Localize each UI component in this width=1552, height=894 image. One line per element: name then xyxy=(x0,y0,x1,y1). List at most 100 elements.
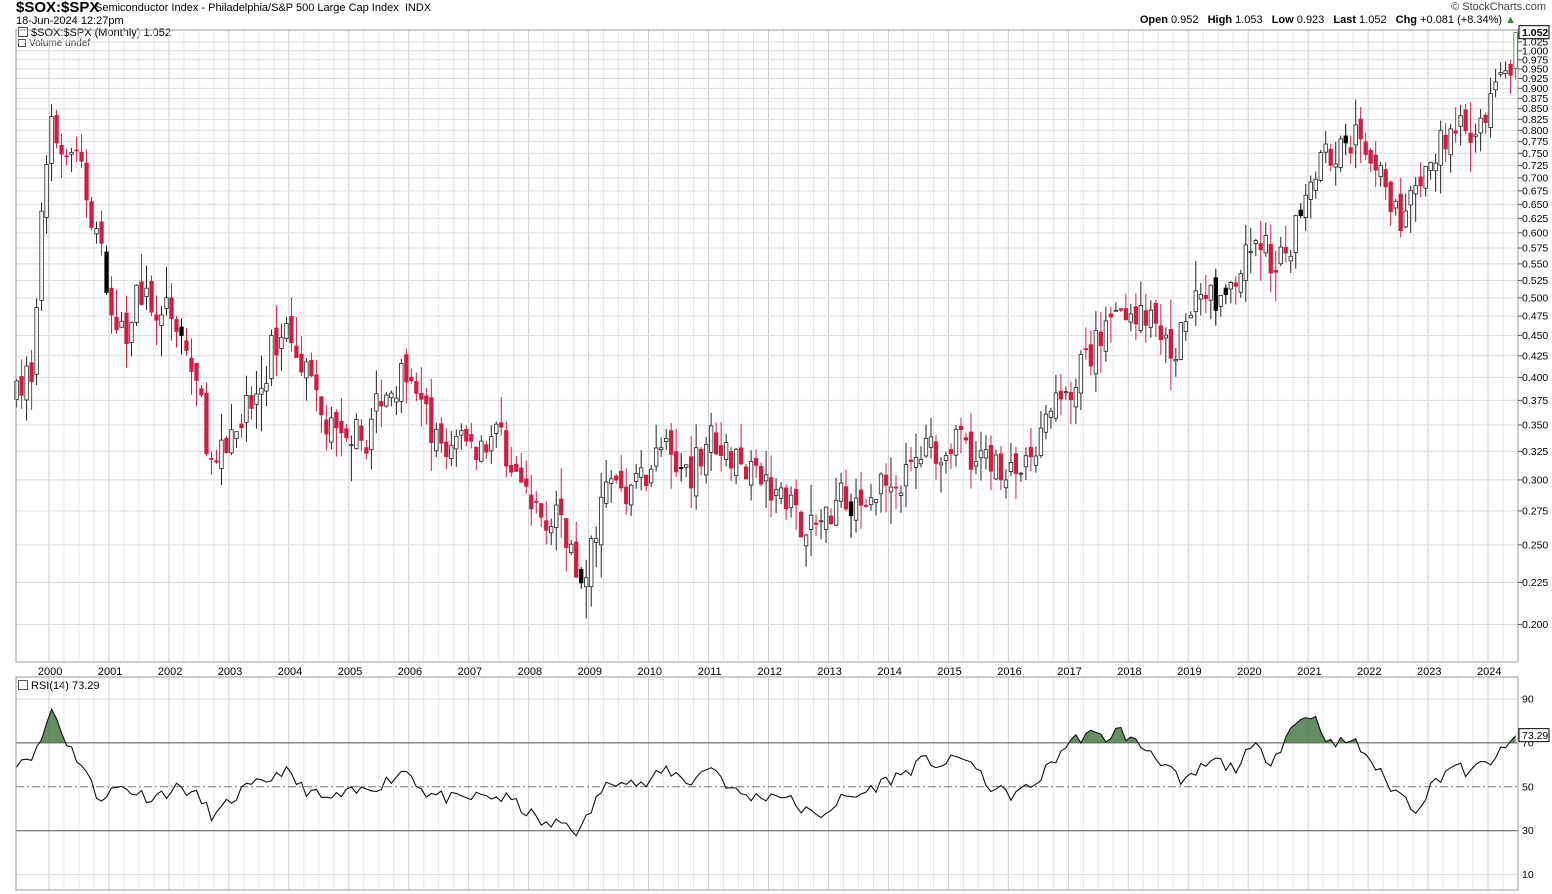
candle-body xyxy=(364,447,369,454)
candle-body xyxy=(414,381,419,394)
candle-body xyxy=(988,445,994,472)
candle-body xyxy=(843,486,849,510)
candle-body xyxy=(664,437,669,442)
candle-body xyxy=(544,520,549,531)
price-y-tick-label: 0.900 xyxy=(1522,83,1548,95)
candle-body xyxy=(758,465,764,485)
price-panel-frame xyxy=(15,29,1519,663)
candle-body xyxy=(768,477,774,501)
candle-body xyxy=(808,514,814,530)
x-axis-label: 2010 xyxy=(638,666,662,678)
rsi-overbought-area xyxy=(1080,727,1139,743)
candle-body xyxy=(1493,81,1498,91)
candle-body xyxy=(763,474,769,482)
price-y-tick-label: 0.875 xyxy=(1522,93,1548,105)
candle-body xyxy=(1298,209,1303,216)
candle-body xyxy=(1153,302,1158,324)
candle-body xyxy=(289,316,294,344)
candle-body xyxy=(279,336,284,349)
candle-body xyxy=(1388,181,1393,212)
high-value: 1.053 xyxy=(1235,14,1263,26)
price-y-tick-label: 0.650 xyxy=(1522,199,1548,211)
candle-body xyxy=(519,467,524,483)
candle-body xyxy=(34,307,39,375)
candle-body xyxy=(1468,132,1473,143)
candle-body xyxy=(689,456,694,489)
candle-body xyxy=(1038,427,1044,456)
candle-body xyxy=(978,450,984,459)
candle-body xyxy=(798,511,804,538)
candle-body xyxy=(1378,165,1383,178)
rsi-overbought-area xyxy=(1069,734,1081,743)
candle-body xyxy=(149,281,154,313)
x-axis-label: 2004 xyxy=(278,666,302,678)
last-price-marker xyxy=(1518,25,1550,40)
price-y-tick-label: 0.525 xyxy=(1522,275,1548,287)
candle-body xyxy=(24,365,29,401)
candle-body xyxy=(1018,472,1024,475)
candle-body xyxy=(1193,290,1198,313)
candle-body xyxy=(489,436,494,452)
candle-body xyxy=(1228,282,1233,290)
candle-body xyxy=(424,395,429,405)
chart-description-text: Semiconductor Index - Philadelphia/S&P 5… xyxy=(95,2,399,14)
candle-body xyxy=(659,447,664,451)
rsi-line xyxy=(16,707,1517,837)
candle-body xyxy=(434,428,439,452)
candle-body xyxy=(873,499,879,503)
open-label: Open xyxy=(1139,14,1168,26)
candle-body xyxy=(359,425,364,441)
candle-body xyxy=(1438,129,1443,166)
candle-body xyxy=(1243,244,1248,282)
candle-body xyxy=(938,462,944,466)
candle-body xyxy=(898,492,904,496)
candle-body xyxy=(679,467,684,469)
candle-body xyxy=(728,451,734,469)
price-y-tick-label: 0.600 xyxy=(1522,227,1548,239)
candle-body xyxy=(783,487,789,510)
candle-body xyxy=(1513,32,1518,69)
candle-body xyxy=(1403,210,1408,228)
candle-body xyxy=(249,395,254,409)
candle-body xyxy=(1343,135,1348,144)
candle-body xyxy=(84,162,89,201)
candle-body xyxy=(1163,334,1168,339)
candle-body xyxy=(164,297,169,309)
candle-body xyxy=(823,506,829,530)
candle-body xyxy=(1268,244,1273,274)
candle-body xyxy=(269,335,274,379)
last-label: Last xyxy=(1333,14,1356,26)
candle-body xyxy=(529,494,534,510)
candle-body xyxy=(1263,235,1268,254)
price-swatch-icon xyxy=(18,27,28,37)
candle-body xyxy=(773,489,779,496)
price-y-tick-label: 1.000 xyxy=(1522,45,1548,57)
brand-watermark: © StockCharts.com xyxy=(1451,1,1546,13)
candle-body xyxy=(908,459,914,463)
candle-body xyxy=(1048,410,1054,418)
rsi-swatch-icon xyxy=(18,680,28,690)
candle-body xyxy=(1053,392,1059,419)
candle-body xyxy=(928,436,934,448)
x-axis-label: 2018 xyxy=(1117,666,1141,678)
candle-body xyxy=(174,319,179,332)
candle-body xyxy=(1353,124,1358,146)
candle-body xyxy=(274,327,279,356)
candle-body xyxy=(259,387,264,395)
candle-body xyxy=(1398,193,1403,231)
axes: 0.200 0.225 0.250 0.275 0.300 0.325 0.350 0.375… xyxy=(15,25,1550,891)
price-y-tick-label: 0.925 xyxy=(1522,73,1548,85)
chg-label: Chg xyxy=(1395,14,1418,26)
candle-body xyxy=(1423,166,1428,189)
price-y-tick-label: 0.500 xyxy=(1522,292,1548,304)
candle-body xyxy=(624,486,629,505)
x-axis-label: 2006 xyxy=(398,666,422,678)
candle-body xyxy=(89,201,94,228)
candle-body xyxy=(863,504,869,507)
candle-body xyxy=(1223,287,1228,296)
x-axis-label: 2002 xyxy=(158,666,182,678)
candle-body xyxy=(878,473,884,495)
chart-date: 18-Jun-2024 12:27pm xyxy=(16,15,124,27)
candle-body xyxy=(813,522,819,525)
candle-body xyxy=(674,451,679,473)
